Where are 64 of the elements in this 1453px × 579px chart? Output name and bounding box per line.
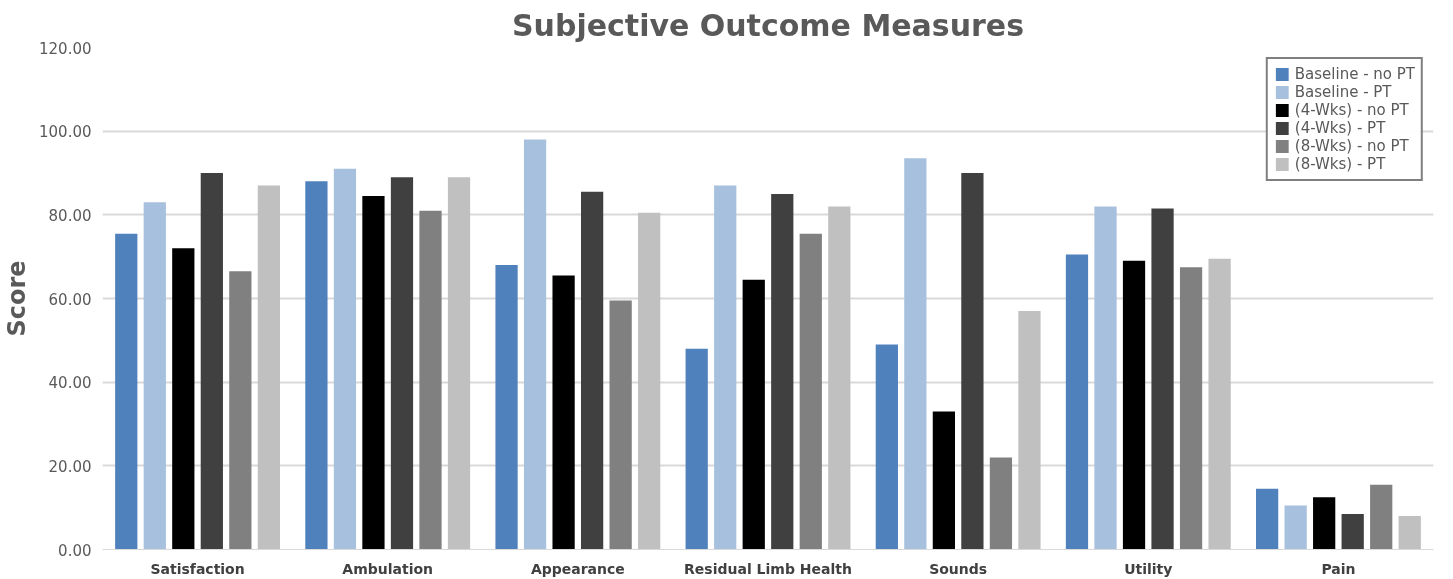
bar — [1256, 488, 1279, 550]
y-tick-label: 80.00 — [48, 206, 92, 225]
bar — [904, 158, 927, 550]
x-tick-label: Appearance — [530, 560, 625, 577]
x-tick-label: Utility — [1124, 560, 1173, 577]
bar — [961, 173, 984, 550]
chart-title: Subjective Outcome Measures — [511, 7, 1025, 43]
legend-label: (4-Wks) - no PT — [1294, 101, 1409, 119]
y-tick-label: 100.00 — [39, 123, 92, 142]
legend-label: (8-Wks) - no PT — [1294, 137, 1409, 155]
x-tick-label: Residual Limb Health — [684, 560, 852, 577]
bar — [390, 177, 414, 550]
y-axis-title: Score — [3, 260, 32, 337]
bar — [1284, 505, 1307, 550]
legend-label: Baseline - PT — [1294, 83, 1392, 101]
bar — [1065, 254, 1089, 550]
bar — [305, 181, 328, 550]
bar — [875, 344, 898, 550]
bar — [1208, 258, 1231, 550]
bar — [609, 300, 632, 550]
y-tick-label: 20.00 — [48, 457, 92, 476]
y-tick-label: 120.00 — [39, 39, 92, 58]
bar — [771, 193, 794, 550]
bar — [580, 191, 604, 550]
legend-label: (8-Wks) - PT — [1294, 155, 1386, 173]
bar — [257, 185, 280, 550]
bar — [1179, 267, 1203, 550]
bar — [172, 248, 195, 550]
bar — [1370, 484, 1393, 550]
y-tick-label: 40.00 — [48, 374, 92, 393]
bar — [333, 168, 357, 550]
bar — [552, 275, 575, 550]
bar — [200, 173, 223, 550]
legend-label: Baseline - no PT — [1294, 65, 1415, 83]
bar — [1398, 516, 1421, 550]
bar — [1151, 208, 1174, 550]
x-tick-label: Satisfaction — [150, 560, 245, 577]
bar — [1122, 260, 1146, 550]
bar — [638, 212, 661, 550]
x-tick-label: Sounds — [929, 560, 988, 577]
y-tick-label: 0.00 — [58, 541, 92, 560]
bar — [1018, 311, 1041, 550]
bar — [143, 202, 166, 550]
bar — [1313, 497, 1336, 550]
bar — [685, 348, 708, 550]
y-tick-label: 60.00 — [48, 290, 92, 309]
bar — [115, 233, 138, 550]
bar — [229, 271, 252, 550]
bar — [714, 185, 737, 550]
bar — [932, 411, 956, 550]
bar — [742, 279, 765, 550]
x-tick-label: Pain — [1321, 560, 1356, 577]
legend-label: (4-Wks) - PT — [1294, 119, 1386, 137]
bar — [989, 457, 1013, 550]
bar — [799, 233, 822, 550]
bar — [523, 139, 547, 550]
bar — [1341, 513, 1364, 550]
bar — [495, 265, 518, 550]
x-tick-label: Ambulation — [342, 560, 434, 577]
bar — [362, 196, 385, 550]
bar — [1094, 206, 1117, 550]
bar — [828, 206, 851, 550]
bar — [447, 177, 471, 550]
bar — [419, 210, 442, 550]
